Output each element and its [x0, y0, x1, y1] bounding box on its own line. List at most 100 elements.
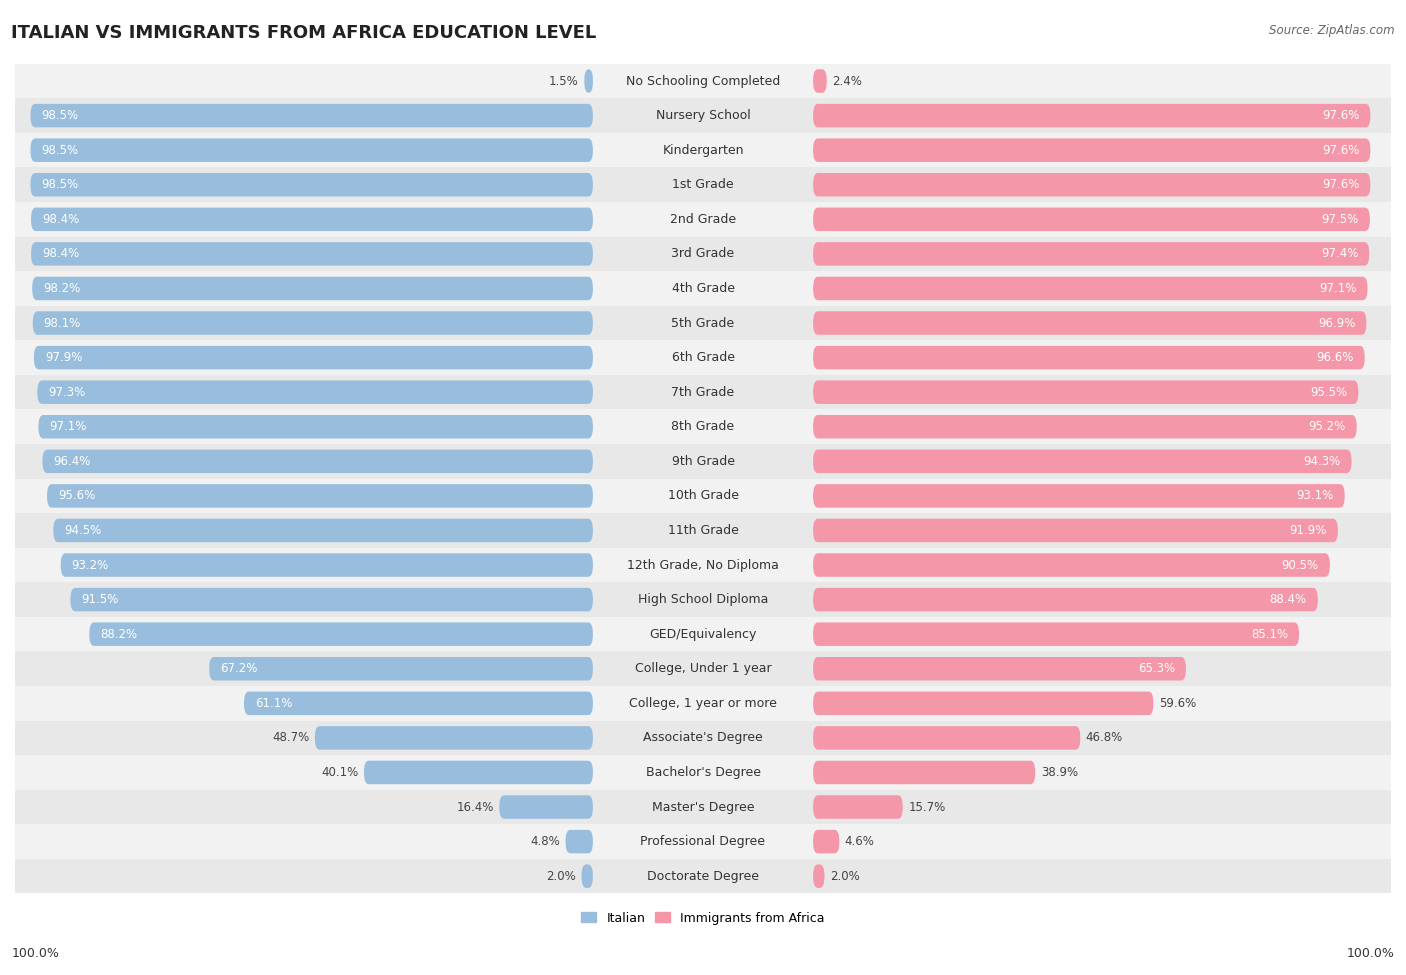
FancyBboxPatch shape	[813, 311, 1367, 334]
Bar	[15, 721, 1391, 756]
Text: 90.5%: 90.5%	[1282, 559, 1319, 571]
Bar	[15, 686, 1391, 721]
Text: 88.4%: 88.4%	[1270, 593, 1306, 606]
FancyBboxPatch shape	[813, 449, 1351, 473]
Text: 98.5%: 98.5%	[41, 178, 79, 191]
Bar	[15, 340, 1391, 375]
Text: 7th Grade: 7th Grade	[672, 386, 734, 399]
Text: 97.4%: 97.4%	[1320, 248, 1358, 260]
Text: 97.9%: 97.9%	[45, 351, 83, 364]
Text: 48.7%: 48.7%	[273, 731, 309, 744]
Text: 91.5%: 91.5%	[82, 593, 118, 606]
Text: 4.6%: 4.6%	[845, 836, 875, 848]
FancyBboxPatch shape	[31, 104, 593, 128]
FancyBboxPatch shape	[813, 277, 1368, 300]
Bar	[15, 410, 1391, 444]
Text: ITALIAN VS IMMIGRANTS FROM AFRICA EDUCATION LEVEL: ITALIAN VS IMMIGRANTS FROM AFRICA EDUCAT…	[11, 24, 596, 42]
Bar	[15, 824, 1391, 859]
Text: 98.5%: 98.5%	[41, 109, 79, 122]
FancyBboxPatch shape	[813, 588, 1317, 611]
FancyBboxPatch shape	[585, 69, 593, 93]
Text: 11th Grade: 11th Grade	[668, 524, 738, 537]
FancyBboxPatch shape	[813, 553, 1330, 577]
Bar	[15, 756, 1391, 790]
Text: 98.4%: 98.4%	[42, 248, 79, 260]
Bar	[15, 444, 1391, 479]
FancyBboxPatch shape	[813, 657, 1187, 681]
Text: 3rd Grade: 3rd Grade	[672, 248, 734, 260]
Text: 40.1%: 40.1%	[321, 766, 359, 779]
Text: 97.3%: 97.3%	[48, 386, 86, 399]
Text: 6th Grade: 6th Grade	[672, 351, 734, 364]
FancyBboxPatch shape	[34, 346, 593, 370]
Text: 5th Grade: 5th Grade	[672, 317, 734, 330]
Text: 96.4%: 96.4%	[53, 454, 91, 468]
Text: No Schooling Completed: No Schooling Completed	[626, 74, 780, 88]
Text: 96.9%: 96.9%	[1317, 317, 1355, 330]
Text: Kindergarten: Kindergarten	[662, 143, 744, 157]
FancyBboxPatch shape	[813, 865, 824, 888]
FancyBboxPatch shape	[813, 104, 1371, 128]
FancyBboxPatch shape	[70, 588, 593, 611]
Text: 59.6%: 59.6%	[1159, 697, 1197, 710]
FancyBboxPatch shape	[813, 242, 1369, 265]
Text: 95.5%: 95.5%	[1310, 386, 1347, 399]
Bar	[15, 375, 1391, 410]
FancyBboxPatch shape	[32, 277, 593, 300]
Text: 15.7%: 15.7%	[908, 800, 945, 813]
Text: Nursery School: Nursery School	[655, 109, 751, 122]
Text: 100.0%: 100.0%	[1347, 947, 1395, 960]
FancyBboxPatch shape	[813, 760, 1035, 784]
FancyBboxPatch shape	[60, 553, 593, 577]
Bar	[15, 790, 1391, 824]
Bar	[15, 168, 1391, 202]
FancyBboxPatch shape	[364, 760, 593, 784]
Text: 95.6%: 95.6%	[58, 489, 96, 502]
Text: 10th Grade: 10th Grade	[668, 489, 738, 502]
Bar	[15, 582, 1391, 617]
Text: 94.3%: 94.3%	[1303, 454, 1340, 468]
Bar	[15, 306, 1391, 340]
FancyBboxPatch shape	[31, 208, 593, 231]
Text: 1.5%: 1.5%	[550, 74, 579, 88]
Text: 65.3%: 65.3%	[1137, 662, 1175, 676]
Bar	[15, 479, 1391, 513]
Text: 95.2%: 95.2%	[1309, 420, 1346, 433]
FancyBboxPatch shape	[245, 691, 593, 715]
FancyBboxPatch shape	[499, 796, 593, 819]
FancyBboxPatch shape	[31, 242, 593, 265]
Text: 98.4%: 98.4%	[42, 213, 79, 226]
Text: 46.8%: 46.8%	[1085, 731, 1123, 744]
Text: GED/Equivalency: GED/Equivalency	[650, 628, 756, 641]
FancyBboxPatch shape	[46, 485, 593, 508]
Text: 2.4%: 2.4%	[832, 74, 862, 88]
FancyBboxPatch shape	[813, 519, 1339, 542]
Bar	[15, 548, 1391, 582]
Text: 16.4%: 16.4%	[457, 800, 494, 813]
Text: 2nd Grade: 2nd Grade	[669, 213, 737, 226]
Text: 97.1%: 97.1%	[1319, 282, 1357, 295]
Text: Master's Degree: Master's Degree	[652, 800, 754, 813]
Text: 98.1%: 98.1%	[44, 317, 82, 330]
Bar	[15, 202, 1391, 237]
Text: 97.5%: 97.5%	[1322, 213, 1358, 226]
FancyBboxPatch shape	[38, 380, 593, 404]
Text: 100.0%: 100.0%	[11, 947, 59, 960]
Text: 4.8%: 4.8%	[530, 836, 560, 848]
FancyBboxPatch shape	[53, 519, 593, 542]
FancyBboxPatch shape	[89, 622, 593, 645]
Text: Source: ZipAtlas.com: Source: ZipAtlas.com	[1270, 24, 1395, 37]
Text: 38.9%: 38.9%	[1040, 766, 1078, 779]
Text: 91.9%: 91.9%	[1289, 524, 1327, 537]
Text: 67.2%: 67.2%	[221, 662, 257, 676]
Text: 93.2%: 93.2%	[72, 559, 110, 571]
Bar	[15, 513, 1391, 548]
FancyBboxPatch shape	[813, 69, 827, 93]
Text: Associate's Degree: Associate's Degree	[643, 731, 763, 744]
Text: 1st Grade: 1st Grade	[672, 178, 734, 191]
FancyBboxPatch shape	[813, 415, 1357, 439]
FancyBboxPatch shape	[565, 830, 593, 853]
FancyBboxPatch shape	[31, 138, 593, 162]
Bar	[15, 98, 1391, 133]
Text: 61.1%: 61.1%	[254, 697, 292, 710]
